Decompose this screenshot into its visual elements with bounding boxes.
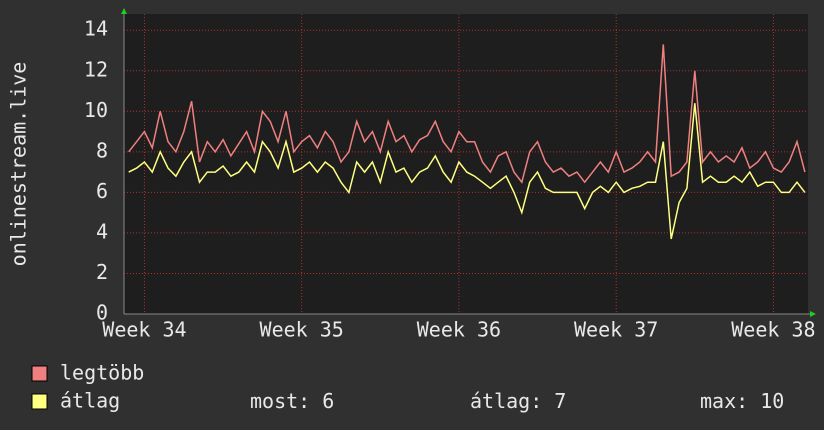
y-tick-label: 14 — [84, 17, 108, 41]
stat: max: 10 — [700, 389, 784, 413]
series-line — [128, 44, 806, 184]
stat-label: átlag: — [470, 389, 542, 413]
y-tick-label: 6 — [96, 179, 108, 203]
y-tick-label: 0 — [96, 301, 108, 325]
legend-label: átlag — [60, 389, 120, 413]
stat-value: 10 — [760, 389, 784, 413]
x-tick-label: Week 38 — [731, 318, 815, 342]
legend-swatch — [31, 393, 48, 410]
x-tick-label: Week 35 — [260, 318, 344, 342]
y-arrow — [121, 8, 127, 14]
x-tick-label: Week 36 — [417, 318, 501, 342]
stat-value: 7 — [554, 389, 566, 413]
x-arrow — [810, 311, 816, 317]
legend-label: legtöbb — [60, 361, 144, 385]
y-tick-label: 12 — [84, 57, 108, 81]
stat-value: 6 — [322, 389, 334, 413]
stat: átlag: 7 — [470, 389, 566, 413]
series-line — [128, 103, 806, 240]
x-tick-label: Week 34 — [102, 318, 186, 342]
y-tick-label: 8 — [96, 138, 108, 162]
legend-swatch — [31, 365, 48, 382]
stat-label: max: — [700, 389, 748, 413]
y-axis-label: onlinestream.live — [7, 62, 31, 267]
y-tick-label: 4 — [96, 219, 108, 243]
y-tick-label: 2 — [96, 260, 108, 284]
stat-label: most: — [250, 389, 310, 413]
lines — [128, 44, 806, 240]
x-tick-label: Week 37 — [574, 318, 658, 342]
plot-area — [124, 14, 808, 314]
stat: most: 6 — [250, 389, 334, 413]
y-tick-label: 10 — [84, 98, 108, 122]
